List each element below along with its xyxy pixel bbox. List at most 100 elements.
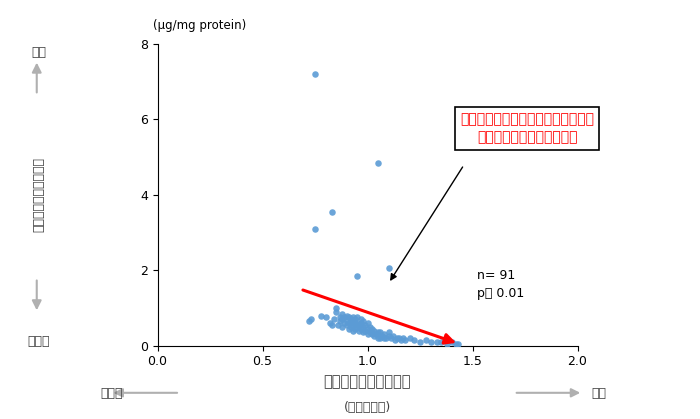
Point <box>345 318 356 325</box>
Point <box>335 314 346 321</box>
Point <box>360 327 371 334</box>
Point <box>347 327 358 334</box>
Point <box>309 225 321 232</box>
Point <box>400 337 411 344</box>
Point <box>450 340 461 347</box>
Point <box>328 316 339 323</box>
Point <box>362 331 373 338</box>
Point <box>446 339 457 345</box>
Point <box>351 320 363 326</box>
Point <box>337 316 348 323</box>
Point <box>383 333 394 339</box>
Text: 多い: 多い <box>31 46 46 59</box>
Point <box>387 333 398 339</box>
Point <box>341 322 352 328</box>
Point <box>326 322 337 328</box>
Point <box>339 314 350 321</box>
Point <box>398 335 409 341</box>
Point <box>305 316 316 323</box>
Point <box>354 327 365 334</box>
Point <box>379 331 390 338</box>
Point <box>366 331 377 338</box>
Point <box>393 335 405 341</box>
Point <box>316 312 327 319</box>
Point <box>364 323 375 330</box>
Point <box>360 322 371 328</box>
Point <box>452 340 463 347</box>
Text: メラニンインデックス: メラニンインデックス <box>323 374 412 389</box>
Point <box>341 312 352 319</box>
Point <box>404 335 415 341</box>
Point <box>395 337 407 344</box>
Point <box>442 340 453 347</box>
Point <box>383 265 394 272</box>
Point <box>337 323 348 330</box>
Point <box>339 320 350 326</box>
Point <box>356 325 367 332</box>
Point <box>389 337 400 344</box>
Point <box>370 331 382 338</box>
Text: n= 91
p＜ 0.01: n= 91 p＜ 0.01 <box>477 269 524 300</box>
Point <box>330 305 342 311</box>
Point <box>372 329 384 336</box>
Point <box>320 314 331 321</box>
Point <box>356 316 367 323</box>
Point <box>431 339 442 345</box>
Text: 角質のウロカニン酸量: 角質のウロカニン酸量 <box>32 158 45 232</box>
Point <box>374 329 386 336</box>
Point <box>335 318 346 325</box>
Point <box>435 339 447 345</box>
Point <box>343 320 354 326</box>
Point <box>303 318 314 325</box>
Point <box>408 337 419 344</box>
Point <box>379 335 390 341</box>
Point <box>349 316 360 323</box>
Point <box>351 323 363 330</box>
Point <box>358 318 369 325</box>
Point <box>349 325 360 332</box>
Point <box>347 318 358 325</box>
Point <box>309 71 321 78</box>
Point <box>324 320 335 326</box>
Point <box>372 160 384 166</box>
Point <box>362 320 373 326</box>
Point <box>391 335 402 341</box>
Point <box>351 314 363 321</box>
Point <box>358 329 369 336</box>
Point <box>364 329 375 336</box>
Point <box>381 335 392 341</box>
Point <box>356 320 367 326</box>
Point <box>345 323 356 330</box>
Point <box>343 314 354 321</box>
Point <box>345 316 356 323</box>
Point <box>354 322 365 328</box>
Point <box>362 325 373 332</box>
Point <box>374 335 386 341</box>
Text: 少ない: 少ない <box>100 386 122 400</box>
Point <box>347 314 358 321</box>
Point <box>341 318 352 325</box>
Point <box>337 310 348 317</box>
Point <box>368 333 379 339</box>
Point <box>372 335 384 341</box>
Point <box>368 327 379 334</box>
Point <box>326 208 337 215</box>
Point <box>414 339 426 345</box>
Text: (メラニン量): (メラニン量) <box>344 401 391 414</box>
Point <box>351 273 363 279</box>
Point <box>377 333 388 339</box>
Point <box>358 323 369 330</box>
Point <box>349 320 360 326</box>
Point <box>383 329 394 336</box>
Point <box>332 322 344 328</box>
Point <box>366 325 377 332</box>
Point <box>385 335 396 341</box>
Text: 多い: 多い <box>592 386 606 400</box>
Point <box>343 325 354 332</box>
Point <box>330 308 342 315</box>
Text: 少ない: 少ない <box>27 335 50 348</box>
Point <box>421 337 432 344</box>
Text: (μg/mg protein): (μg/mg protein) <box>153 19 246 32</box>
Point <box>425 339 436 345</box>
Point <box>347 322 358 328</box>
